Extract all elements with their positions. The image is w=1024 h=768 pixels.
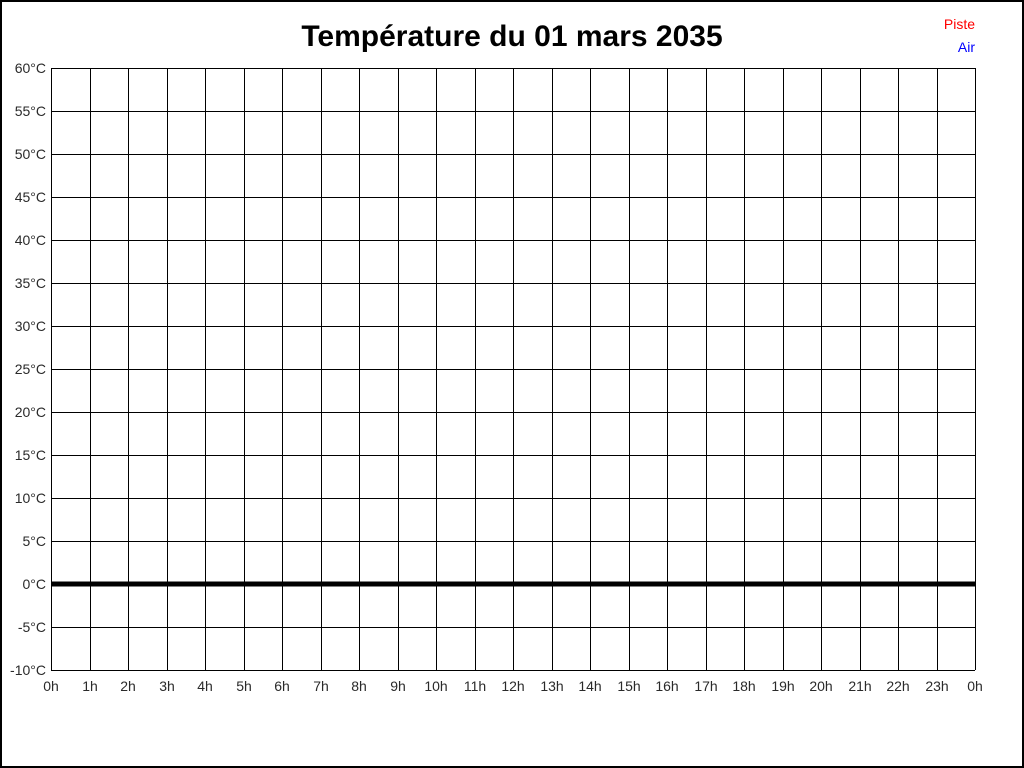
y-tick-label: 10°C <box>15 490 46 506</box>
x-tick-label: 8h <box>351 678 367 694</box>
x-tick-label: 17h <box>694 678 717 694</box>
x-tick-label: 3h <box>159 678 175 694</box>
x-tick-label: 0h <box>43 678 59 694</box>
y-tick-label: -5°C <box>18 619 46 635</box>
y-tick-label: 50°C <box>15 146 46 162</box>
y-tick-label: 25°C <box>15 361 46 377</box>
x-tick-label: 14h <box>578 678 601 694</box>
chart-title: Température du 01 mars 2035 <box>301 20 723 53</box>
y-tick-label: 0°C <box>23 576 47 592</box>
x-tick-label: 21h <box>848 678 871 694</box>
x-tick-label: 11h <box>464 678 486 694</box>
x-tick-label: 16h <box>655 678 678 694</box>
x-tick-label: 23h <box>925 678 948 694</box>
y-tick-label: 30°C <box>15 318 46 334</box>
y-tick-label: 45°C <box>15 189 46 205</box>
y-tick-label: 35°C <box>15 275 46 291</box>
chart-legend: Piste Air <box>944 13 975 59</box>
y-tick-label: 20°C <box>15 404 46 420</box>
legend-item-piste: Piste <box>943 16 975 32</box>
y-tick-label: 40°C <box>15 232 46 248</box>
y-tick-label: 55°C <box>15 103 46 119</box>
y-tick-label: 5°C <box>23 533 47 549</box>
x-tick-label: 12h <box>501 678 524 694</box>
x-tick-label: 1h <box>82 678 98 694</box>
x-tick-label: 13h <box>540 678 563 694</box>
x-tick-label: 15h <box>617 678 640 694</box>
x-tick-label: 22h <box>886 678 909 694</box>
y-tick-label: -10°C <box>10 662 46 678</box>
x-tick-label: 20h <box>809 678 832 694</box>
x-tick-label: 6h <box>274 678 290 694</box>
x-tick-label: 0h <box>967 678 983 694</box>
x-tick-label: 10h <box>424 678 447 694</box>
x-tick-label: 2h <box>120 678 136 694</box>
x-tick-label: 18h <box>732 678 755 694</box>
x-tick-label: 7h <box>313 678 329 694</box>
x-tick-label: 4h <box>197 678 213 694</box>
y-tick-label: 60°C <box>15 60 46 76</box>
x-tick-label: 19h <box>771 678 794 694</box>
y-tick-label: 15°C <box>15 447 46 463</box>
x-tick-label: 5h <box>236 678 252 694</box>
legend-item-air: Air <box>957 39 975 55</box>
x-tick-label: 9h <box>390 678 406 694</box>
